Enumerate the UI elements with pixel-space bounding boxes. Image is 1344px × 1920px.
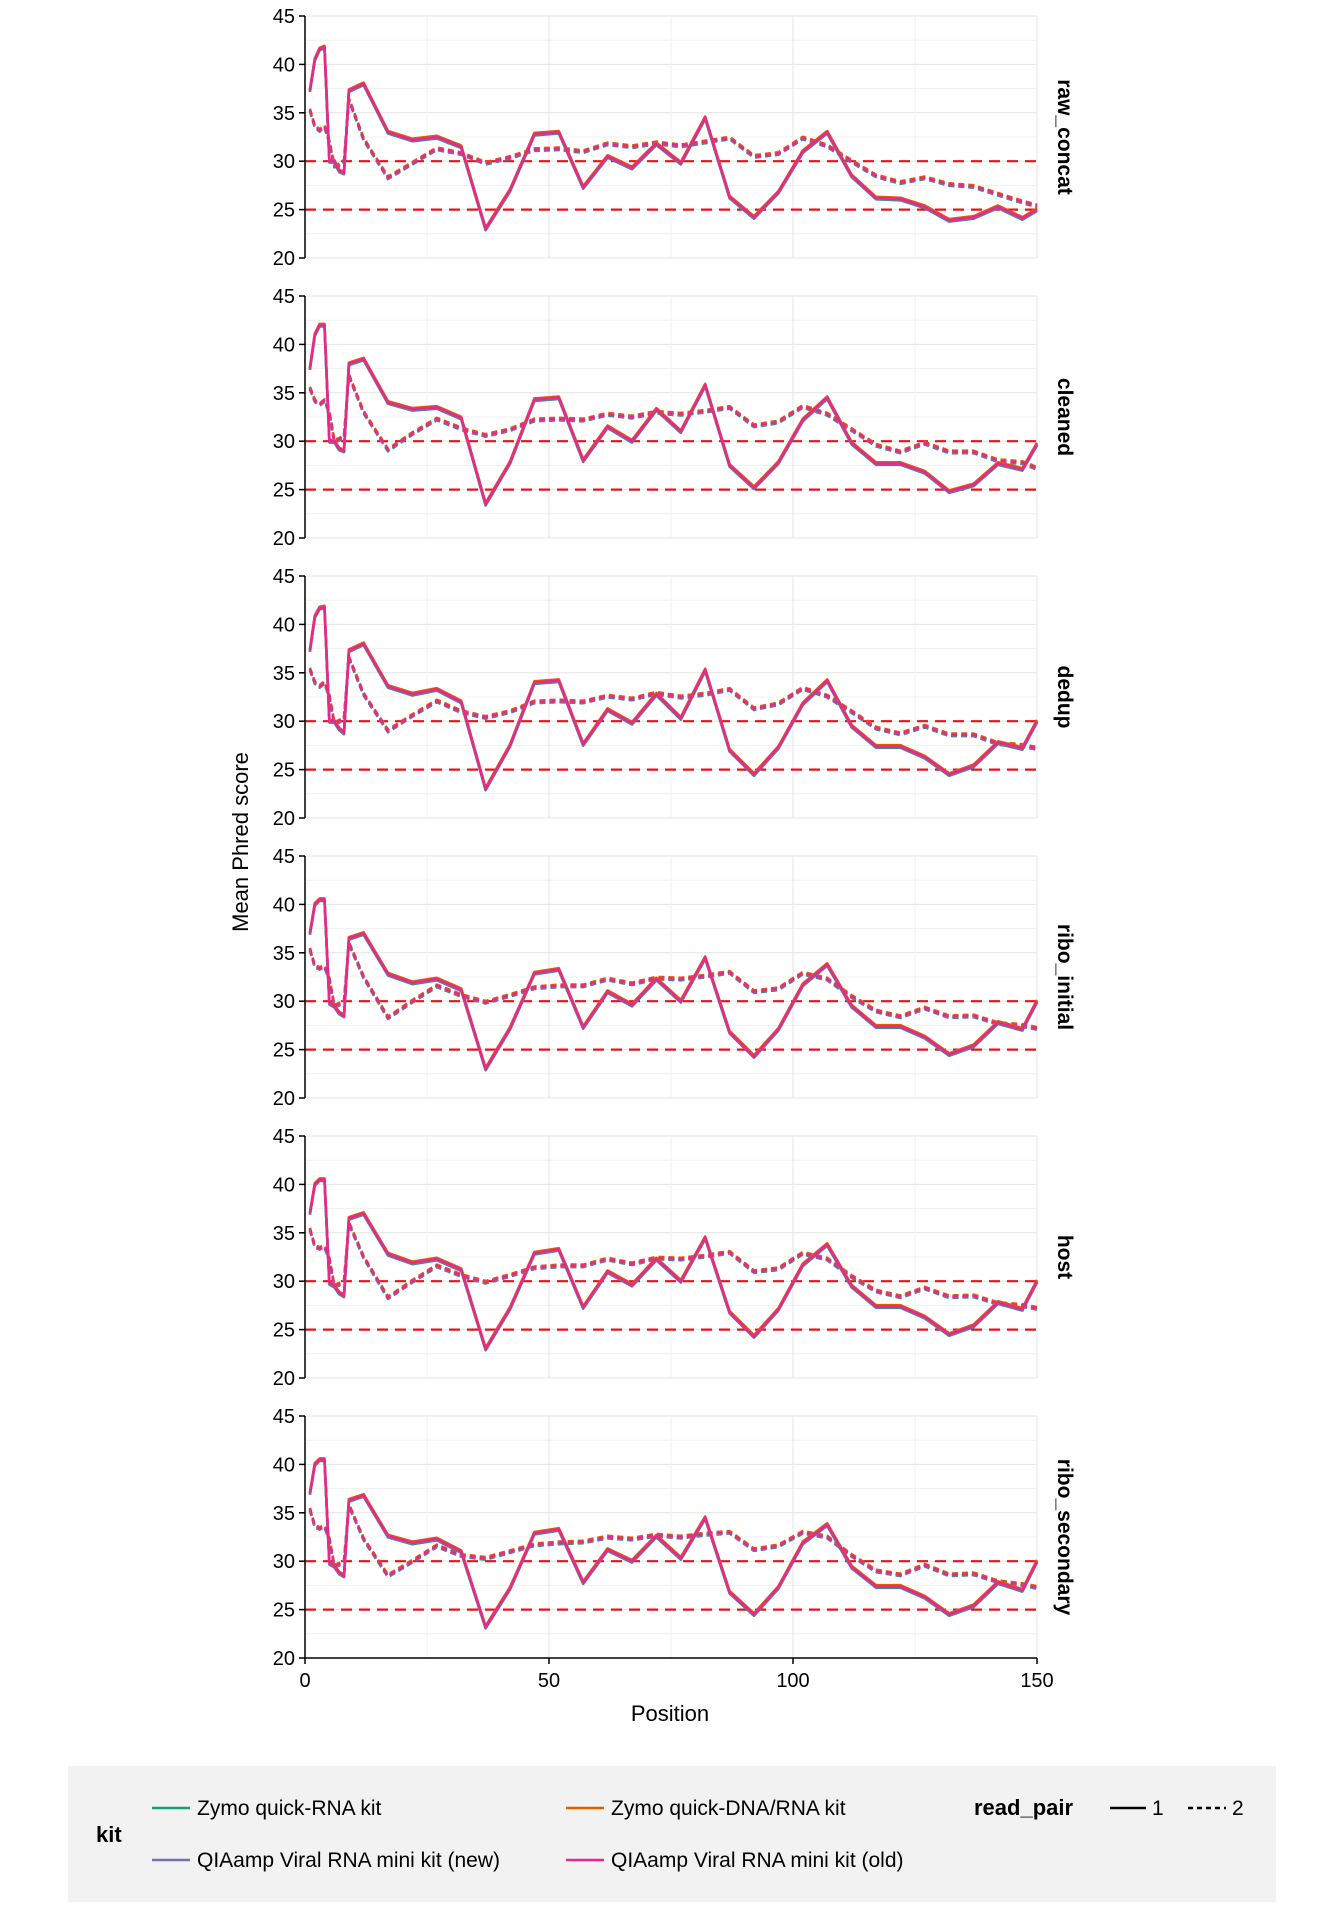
y-tick-label: 20 xyxy=(273,1088,295,1110)
y-tick-label: 35 xyxy=(273,383,295,405)
legend-label-read-pair-2: 2 xyxy=(1232,1797,1244,1820)
strip-label-raw-concat: raw_concat xyxy=(1053,79,1076,195)
y-tick-label: 25 xyxy=(273,760,295,782)
y-tick-label: 20 xyxy=(273,1648,295,1670)
strip-label-dedup: dedup xyxy=(1053,666,1076,729)
legend: kit Zymo quick-RNA kit Zymo quick-DNA/RN… xyxy=(68,1766,1276,1902)
y-tick-label: 25 xyxy=(273,480,295,502)
series-dedup-kit-3-read-2 xyxy=(308,655,1038,750)
x-axis-title: Position xyxy=(631,1701,709,1726)
y-tick-label: 35 xyxy=(273,663,295,685)
y-tick-label: 45 xyxy=(273,6,295,28)
y-tick-label: 45 xyxy=(273,286,295,308)
y-tick-label: 35 xyxy=(273,1503,295,1525)
strip-label-host: host xyxy=(1053,1235,1076,1279)
strip-label-ribo-initial: ribo_initial xyxy=(1053,924,1076,1030)
legend-label-kit-2: QIAamp Viral RNA mini kit (new) xyxy=(197,1849,500,1872)
legend-item-kit-0: Zymo quick-RNA kit xyxy=(152,1797,382,1820)
facet-ribo-secondary: 20 25 30 35 40 45 ribo_secondary 0 50 100 150 xyxy=(273,1406,1076,1692)
y-tick-label: 35 xyxy=(273,943,295,965)
series-ribo-secondary-kit-3-read-1 xyxy=(308,1458,1039,1629)
y-tick-label: 30 xyxy=(273,1551,295,1573)
y-tick-label: 35 xyxy=(273,103,295,125)
y-tick-label: 30 xyxy=(273,711,295,733)
y-tick-label: 20 xyxy=(273,1368,295,1390)
y-tick-label: 20 xyxy=(273,248,295,270)
x-tick-label: 0 xyxy=(299,1670,310,1692)
y-tick-label: 45 xyxy=(273,566,295,588)
y-tick-label: 30 xyxy=(273,151,295,173)
legend-label-kit-1: Zymo quick-DNA/RNA kit xyxy=(611,1797,846,1820)
legend-label-kit-3: QIAamp Viral RNA mini kit (old) xyxy=(611,1849,904,1872)
y-tick-label: 30 xyxy=(273,1271,295,1293)
y-tick-label: 45 xyxy=(273,1126,295,1148)
y-tick-label: 45 xyxy=(273,1406,295,1428)
legend-title-read-pair: read_pair xyxy=(974,1795,1073,1820)
legend-item-kit-2: QIAamp Viral RNA mini kit (new) xyxy=(152,1849,500,1872)
facet-host: 20 25 30 35 40 45 host xyxy=(273,1126,1076,1390)
legend-item-read-pair-1: 1 xyxy=(1110,1797,1164,1820)
series-cleaned-kit-3-read-1 xyxy=(308,323,1039,506)
y-tick-label: 25 xyxy=(273,1600,295,1622)
strip-label-cleaned: cleaned xyxy=(1053,378,1076,456)
legend-background xyxy=(68,1766,1276,1902)
series-ribo-secondary-kit-3-read-2 xyxy=(308,1503,1038,1589)
y-tick-label: 40 xyxy=(273,1174,295,1196)
y-tick-label: 25 xyxy=(273,1320,295,1342)
series-raw-concat-kit-3-read-2 xyxy=(308,97,1038,207)
strip-label-ribo-secondary: ribo_secondary xyxy=(1053,1459,1076,1616)
y-tick-label: 30 xyxy=(273,991,295,1013)
facet-dedup: 20 25 30 35 40 45 dedup xyxy=(273,566,1076,830)
facet-panels: 20 25 30 35 40 45 raw_concat 20 25 30 35 40 45 cleane… xyxy=(273,6,1076,1692)
y-tick-label: 35 xyxy=(273,1223,295,1245)
y-tick-label: 25 xyxy=(273,200,295,222)
series-ribo-initial-kit-3-read-1 xyxy=(308,898,1039,1071)
x-tick-label: 100 xyxy=(776,1670,809,1692)
facet-ribo-initial: 20 25 30 35 40 45 ribo_initial xyxy=(273,846,1076,1110)
legend-label-read-pair-1: 1 xyxy=(1152,1797,1164,1820)
legend-item-read-pair-2: 2 xyxy=(1188,1797,1244,1820)
y-tick-label: 25 xyxy=(273,1040,295,1062)
facet-raw-concat: 20 25 30 35 40 45 raw_concat xyxy=(273,6,1076,270)
y-tick-label: 40 xyxy=(273,614,295,636)
legend-item-kit-3: QIAamp Viral RNA mini kit (old) xyxy=(566,1849,904,1872)
facet-cleaned: 20 25 30 35 40 45 cleaned xyxy=(273,286,1076,550)
series-host-kit-3-read-2 xyxy=(308,1221,1038,1310)
y-tick-label: 40 xyxy=(273,334,295,356)
legend-item-kit-1: Zymo quick-DNA/RNA kit xyxy=(566,1797,846,1820)
y-tick-label: 40 xyxy=(273,1454,295,1476)
x-tick-label: 150 xyxy=(1020,1670,1053,1692)
y-tick-label: 40 xyxy=(273,894,295,916)
legend-title-kit: kit xyxy=(96,1822,122,1847)
y-tick-label: 20 xyxy=(273,808,295,830)
y-axis-title: Mean Phred score xyxy=(228,752,253,932)
y-tick-label: 30 xyxy=(273,431,295,453)
series-dedup-kit-3-read-1 xyxy=(308,605,1039,791)
y-tick-label: 45 xyxy=(273,846,295,868)
series-ribo-initial-kit-3-read-2 xyxy=(308,941,1038,1030)
legend-label-kit-0: Zymo quick-RNA kit xyxy=(197,1797,382,1820)
series-cleaned-kit-3-read-2 xyxy=(308,374,1038,470)
series-raw-concat-kit-3-read-1 xyxy=(308,45,1038,231)
y-tick-label: 20 xyxy=(273,528,295,550)
series-host-kit-3-read-1 xyxy=(308,1178,1039,1351)
y-tick-label: 40 xyxy=(273,54,295,76)
x-tick-label: 50 xyxy=(538,1670,560,1692)
